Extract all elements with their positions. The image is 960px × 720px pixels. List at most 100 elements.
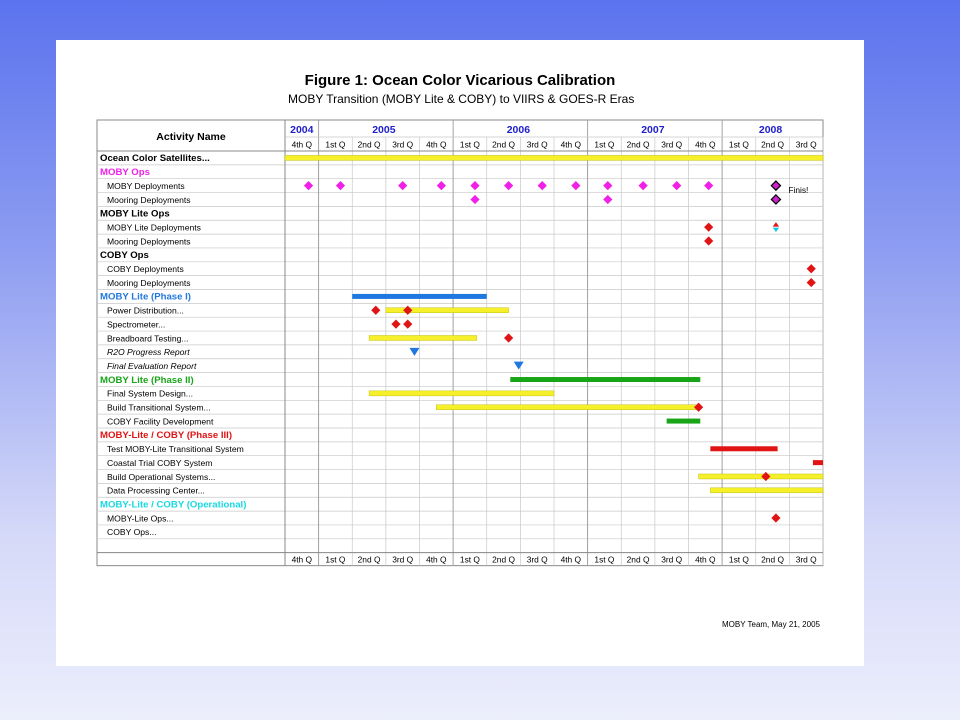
activity-label: MOBY Lite Ops [100,209,170,220]
gantt-bar [710,446,778,452]
activity-label: Test MOBY-Lite Transitional System [107,444,244,454]
gantt-bar [666,418,701,424]
milestone-diamond [391,319,401,329]
activity-label: MOBY Deployments [107,181,185,191]
milestone-diamond [403,319,413,329]
activity-name-header: Activity Name [156,131,226,143]
year-label: 2004 [290,124,314,136]
activity-label: Final Evaluation Report [107,361,197,371]
gantt-bar [436,404,699,410]
quarter-label-top: 3rd Q [392,140,413,150]
activity-label: COBY Facility Development [107,416,214,426]
quarter-label-bottom: 4th Q [292,555,313,565]
milestone-diamond [335,181,346,191]
activity-label: MOBY Lite (Phase II) [100,375,194,386]
activity-label: Data Processing Center... [107,486,205,496]
gantt-bar [368,390,555,397]
gantt-bar [698,473,824,480]
milestone-triangle [513,361,524,370]
quarter-label-top: 3rd Q [661,140,682,150]
quarter-label-top: 1st Q [460,140,480,150]
quarter-label-bottom: 1st Q [729,555,749,565]
activity-label: Mooring Deployments [107,278,191,288]
activity-label: COBY Ops [100,250,149,261]
gantt-bar [284,155,824,161]
milestone-diamond [603,181,613,191]
year-label: 2008 [759,124,783,136]
activity-label: Breadboard Testing... [107,333,189,343]
activity-label: MOBY Ops [100,167,150,178]
quarter-label-top: 4th Q [292,140,313,150]
quarter-label-top: 2nd Q [358,140,381,150]
quarter-label-bottom: 3rd Q [527,555,548,565]
activity-label: Power Distribution... [107,306,184,316]
milestone-diamond-outlined [770,180,782,192]
milestone-diamond-outlined [770,194,782,205]
activity-label: COBY Ops... [107,527,157,537]
activity-label: MOBY-Lite / COBY (Operational) [100,499,246,510]
quarter-label-top: 3rd Q [527,140,548,150]
quarter-label-bottom: 1st Q [594,555,614,565]
slide-canvas: Figure 1: Ocean Color Vicarious Calibrat… [56,40,864,666]
quarter-label-bottom: 2nd Q [761,555,784,565]
milestone-diamond [761,471,771,482]
chart-frame [96,119,824,567]
activity-label: MOBY-Lite / COBY (Phase III) [100,430,232,441]
milestone-diamond [470,181,480,191]
milestone-diamond [403,305,413,315]
quarter-label-top: 3rd Q [796,140,817,150]
milestone-triangle [409,347,420,356]
quarter-label-top: 2nd Q [627,140,650,150]
gantt-bar [710,487,824,494]
activity-label: MOBY-Lite Ops... [107,513,174,523]
quarter-label-top: 1st Q [325,140,345,150]
gantt-bar [368,335,477,341]
quarter-label-top: 2nd Q [761,140,784,150]
activity-label: Coastal Trial COBY System [107,458,212,468]
gantt-chart: Activity Name 2004 2005 2006 2007 2008 4th Q 4t… [96,119,824,567]
milestone-diamond [571,181,581,191]
quarter-label-bottom: 1st Q [460,555,480,565]
activity-label: MOBY Lite (Phase I) [100,292,191,303]
milestone-triangle-up [772,222,780,227]
year-label: 2006 [507,124,531,136]
gantt-bar [812,460,823,466]
milestone-diamond [371,305,381,315]
milestone-diamond [470,194,480,205]
milestone-diamond [771,513,781,523]
gantt-bar [510,377,701,383]
quarter-label-bottom: 4th Q [561,555,582,565]
milestone-diamond [603,194,613,205]
milestone-triangle-down [772,227,780,233]
activity-label: Mooring Deployments [107,236,191,246]
quarter-label-top: 1st Q [729,140,749,150]
quarter-label-bottom: 4th Q [695,555,716,565]
quarter-label-top: 2nd Q [492,140,515,150]
activity-label: MOBY Lite Deployments [107,222,201,232]
gantt-bar [352,293,487,299]
milestone-diamond [398,181,408,191]
quarter-label-bottom: 4th Q [426,555,447,565]
chart-subtitle: MOBY Transition (MOBY Lite & COBY) to VI… [288,92,635,106]
activity-label: Build Transitional System... [107,403,211,413]
milestone-diamond [504,181,514,191]
quarter-label-bottom: 2nd Q [358,555,381,565]
year-label: 2005 [372,124,396,136]
milestone-diamond [638,181,648,191]
activity-label: R2O Progress Report [107,347,190,357]
quarter-label-top: 1st Q [594,140,614,150]
quarter-label-bottom: 2nd Q [627,555,650,565]
quarter-label-bottom: 3rd Q [392,555,413,565]
footer-credit: MOBY Team, May 21, 2005 [722,620,820,629]
quarter-label-top: 4th Q [695,140,716,150]
quarter-label-bottom: 3rd Q [796,555,817,565]
milestone-diamond [537,181,547,191]
milestone-diamond [704,236,714,246]
milestone-diamond [704,181,714,191]
gantt-bar [385,307,509,313]
year-label: 2007 [641,124,665,136]
milestone-diamond [672,181,682,191]
activity-label: Ocean Color Satellites... [100,153,210,164]
quarter-label-top: 4th Q [426,140,447,150]
milestone-diamond [693,402,704,412]
